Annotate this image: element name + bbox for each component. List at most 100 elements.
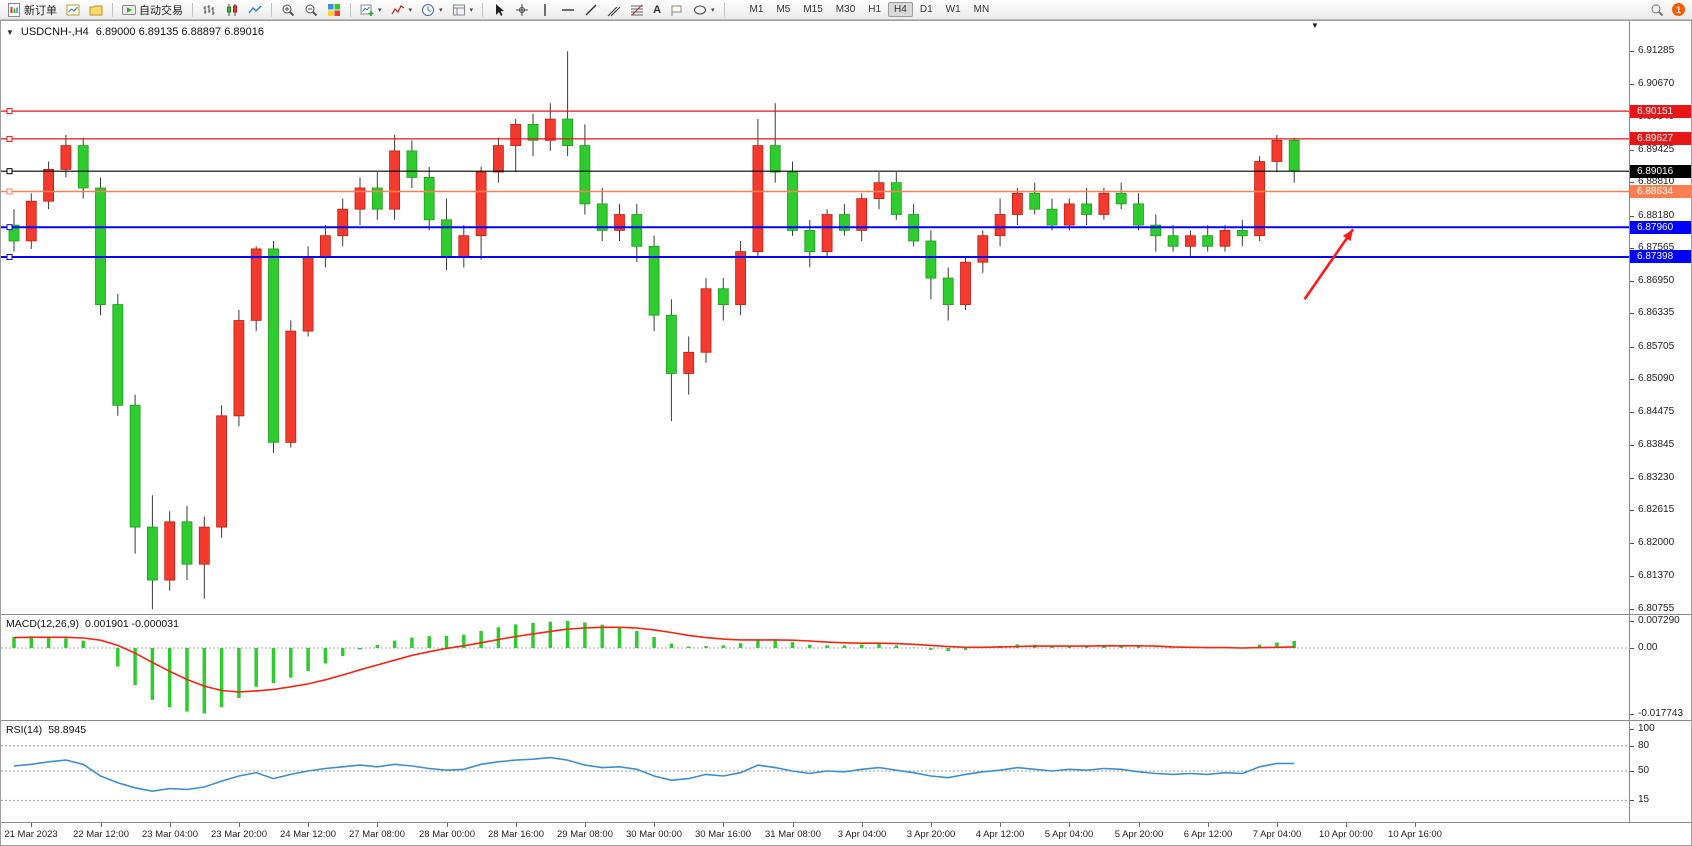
cursor-tool-button[interactable] [488,1,510,19]
bar-chart-type-button[interactable] [198,1,220,19]
macd-panel[interactable]: MACD(12,26,9)0.001901 -0.000031 [1,615,1629,720]
profiles-icon [89,3,103,17]
time-tick [1208,823,1209,827]
time-tick [723,823,724,827]
mt5-terminal-window: 新订单 自动交易 [0,0,1692,846]
time-label: 28 Mar 00:00 [419,829,475,840]
templates-button[interactable]: ▾ [448,1,478,19]
dropdown-arrow-icon: ▾ [439,6,443,14]
timeframe-m1-button[interactable]: M1 [744,2,770,17]
text-tool-button[interactable]: A [649,2,665,18]
time-label: 22 Mar 12:00 [73,829,129,840]
red-arrow-annotation[interactable] [1305,229,1353,299]
rsi-panel-label: RSI(14)58.8945 [6,724,86,736]
time-label: 29 Mar 08:00 [557,829,613,840]
crosshair-tool-button[interactable] [511,1,533,19]
time-label: 27 Mar 08:00 [349,829,405,840]
notification-badge[interactable]: 1 [1672,3,1685,16]
time-label: 7 Apr 04:00 [1253,829,1302,840]
toolbar-separator [724,3,725,17]
time-label: 3 Apr 04:00 [838,829,887,840]
chart-shift-marker-icon[interactable]: ▼ [1311,21,1319,30]
autotrading-icon [122,3,136,17]
price-tick-label: 6.80755 [1638,603,1674,614]
time-tick [377,823,378,827]
collapse-triangle-icon[interactable]: ▼ [6,28,14,37]
time-tick [585,823,586,827]
tile-windows-button[interactable] [323,1,345,19]
time-tick [862,823,863,827]
zoom-out-button[interactable] [300,1,322,19]
price-line-label: 6.87960 [1630,221,1691,234]
new-chart-button[interactable]: ▾ [356,1,386,19]
macd-canvas [1,615,1629,720]
new-chart-icon [360,3,374,17]
candles [9,51,1299,609]
time-label: 23 Mar 20:00 [211,829,267,840]
timeframe-d1-button[interactable]: D1 [914,2,939,17]
macd-scale[interactable]: 0.0072900.00-0.017743 [1630,615,1691,720]
rsi-scale[interactable]: 100805015 [1630,721,1691,822]
new-order-button[interactable]: 新订单 [3,0,61,20]
label-tool-button[interactable] [666,1,688,19]
zoom-in-button[interactable] [277,1,299,19]
time-label: 10 Apr 00:00 [1319,829,1373,840]
vertical-line-tool-button[interactable] [534,1,556,19]
autotrading-label: 自动交易 [139,2,183,18]
time-label: 3 Apr 20:00 [907,829,956,840]
rsi-value: 58.8945 [48,724,86,736]
horizontal-line-tool-button[interactable] [557,1,579,19]
price-chart-canvas[interactable] [1,21,1629,614]
timeframe-m15-button[interactable]: M15 [797,2,828,17]
timeframe-h4-button[interactable]: H4 [888,2,913,17]
timeframe-w1-button[interactable]: W1 [940,2,967,17]
price-tick-label: 6.86950 [1638,275,1674,286]
toolbar: 新订单 自动交易 [0,0,1692,20]
time-label: 21 Mar 2023 [4,829,57,840]
time-tick [1346,823,1347,827]
indicators-icon [391,3,405,17]
time-tick [31,823,32,827]
timeframe-m30-button[interactable]: M30 [830,2,861,17]
timeframe-m5-button[interactable]: M5 [770,2,796,17]
time-tick [931,823,932,827]
line-chart-type-button[interactable] [244,1,266,19]
time-label: 24 Mar 12:00 [280,829,336,840]
timeframe-h1-button[interactable]: H1 [862,2,887,17]
search-icon[interactable] [1650,3,1664,17]
shapes-tool-button[interactable]: ▾ [689,1,719,19]
channel-tool-button[interactable] [603,1,625,19]
timeframe-clock-button[interactable]: ▾ [417,1,447,19]
time-label: 30 Mar 16:00 [695,829,751,840]
price-line-label: 6.87398 [1630,250,1691,263]
chart-window-button[interactable] [62,1,84,19]
time-label: 4 Apr 12:00 [976,829,1025,840]
rsi-panel[interactable]: RSI(14)58.8945 [1,721,1629,822]
indicators-button[interactable]: ▾ [387,1,417,19]
autotrading-button[interactable]: 自动交易 [118,0,187,20]
tile-windows-icon [327,3,341,17]
price-chart-panel[interactable]: ▼ USDCNH-,H4 6.89000 6.89135 6.88897 6.8… [1,21,1629,614]
trendline-tool-button[interactable] [580,1,602,19]
price-tick-label: 6.89425 [1638,144,1674,155]
time-tick [654,823,655,827]
price-tick-label: 6.85705 [1638,341,1674,352]
price-tick-label: 6.82000 [1638,537,1674,548]
candle-chart-type-button[interactable] [221,1,243,19]
toolbar-separator [482,3,483,17]
rsi-canvas [1,721,1629,822]
candle-chart-icon [225,3,239,17]
time-tick [101,823,102,827]
rsi-scale-label: 80 [1638,740,1649,751]
time-axis[interactable]: 21 Mar 202322 Mar 12:0023 Mar 04:0023 Ma… [1,823,1691,845]
dropdown-arrow-icon: ▾ [409,6,413,14]
price-tick-label: 6.84475 [1638,406,1674,417]
timeframe-mn-button[interactable]: MN [968,2,996,17]
profiles-button[interactable] [85,1,107,19]
fibonacci-tool-button[interactable] [626,1,648,19]
label-icon [670,3,684,17]
macd-scale-label: 0.00 [1638,642,1657,653]
time-tick [1415,823,1416,827]
price-scale[interactable]: 6.912856.906706.900406.894256.888106.881… [1630,21,1691,614]
templates-icon [452,3,466,17]
